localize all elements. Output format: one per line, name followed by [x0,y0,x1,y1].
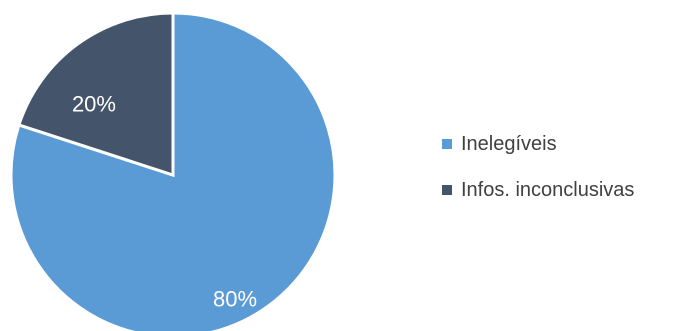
legend-label-inelegiveis: Inelegíveis [461,132,557,155]
legend-item-infos-inconclusivas: Infos. inconclusivas [442,178,634,202]
pie-slice-infos-inconclusivas [17,11,175,178]
slice-label-inelegiveis: 80% [213,286,257,311]
legend-item-inelegiveis: Inelegíveis [442,132,634,156]
slice-label-infos-inconclusivas: 20% [72,92,116,117]
legend-swatch-infos-inconclusivas [442,185,452,195]
legend-swatch-inelegiveis [442,139,452,149]
chart-legend: Inelegíveis Infos. inconclusivas [442,132,634,224]
legend-label-infos-inconclusivas: Infos. inconclusivas [461,178,635,201]
